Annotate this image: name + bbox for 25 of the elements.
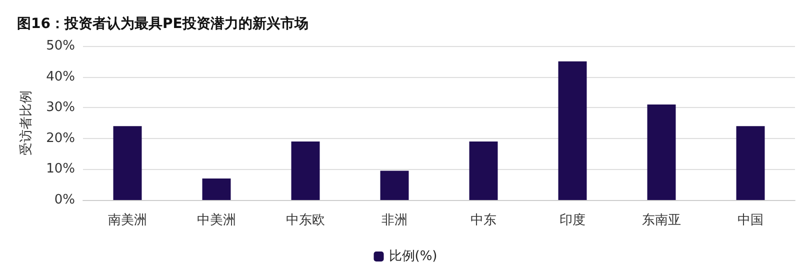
x-tick-label: 东南亚 — [642, 213, 681, 228]
x-tick-label: 中美洲 — [197, 212, 236, 228]
y-axis-title: 受访者比例 — [18, 90, 34, 156]
bar — [291, 141, 320, 200]
bar — [469, 141, 498, 200]
bar — [736, 126, 765, 200]
bar — [202, 178, 231, 200]
y-tick-label: 30% — [46, 100, 75, 116]
legend-label: 比例(%) — [388, 249, 438, 264]
y-tick-label: 10% — [46, 162, 75, 177]
x-tick-label: 非洲 — [382, 213, 408, 228]
x-tick-label: 中东 — [470, 213, 496, 228]
x-tick-label: 中东欧 — [286, 213, 325, 228]
bar — [380, 170, 409, 200]
x-tick-label: 南美洲 — [108, 212, 147, 228]
y-tick-label: 40% — [46, 69, 75, 84]
x-tick-label: 中国 — [738, 213, 764, 228]
bar — [558, 61, 587, 200]
bar — [113, 126, 142, 200]
y-tick-label: 0% — [54, 192, 75, 208]
chart-title: 图16：投资者认为最具PE投资潜力的新兴市场 — [17, 15, 308, 32]
y-tick-label: 20% — [46, 130, 75, 146]
bar — [647, 104, 676, 200]
y-tick-label: 50% — [46, 38, 75, 54]
x-tick-label: 印度 — [560, 212, 586, 228]
